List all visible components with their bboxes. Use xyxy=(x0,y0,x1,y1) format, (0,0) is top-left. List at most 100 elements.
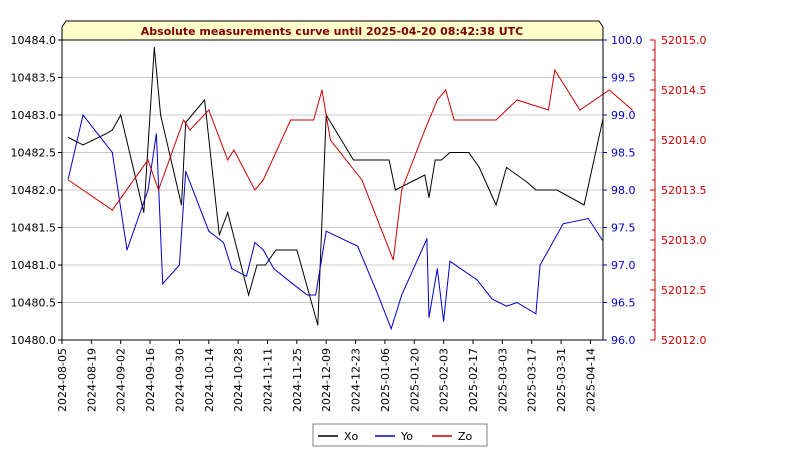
data-point-zo xyxy=(401,189,403,191)
data-point-yo xyxy=(254,242,256,243)
data-point-yo xyxy=(506,305,507,307)
data-point-xo xyxy=(449,152,451,153)
data-point-zo xyxy=(313,119,315,121)
data-point-xo xyxy=(535,189,537,191)
x-tick-label: 2024-09-30 xyxy=(173,348,186,412)
x-tick-label: 2025-04-14 xyxy=(584,348,597,412)
data-point-xo xyxy=(275,249,277,251)
y-tick-label-left: 10482.5 xyxy=(11,147,57,160)
data-point-yo xyxy=(535,313,537,315)
data-point-zo xyxy=(321,89,323,91)
data-point-yo xyxy=(516,302,518,303)
data-point-yo xyxy=(436,268,438,270)
y-tick-label-right-zo: 52013.0 xyxy=(661,234,707,247)
data-point-yo xyxy=(178,264,180,266)
data-point-xo xyxy=(434,159,436,161)
y-tick-label-right-zo: 52015.0 xyxy=(661,34,707,47)
data-point-xo xyxy=(296,249,298,251)
data-point-xo xyxy=(181,204,182,206)
x-tick-label: 2024-12-23 xyxy=(350,348,363,412)
data-point-yo xyxy=(325,230,327,232)
data-point-yo xyxy=(82,114,84,116)
data-point-xo xyxy=(111,129,113,131)
data-point-yo xyxy=(273,268,275,270)
data-point-zo xyxy=(183,119,185,121)
data-point-yo xyxy=(426,238,428,240)
data-point-yo xyxy=(428,317,430,318)
x-tick-label: 2025-02-17 xyxy=(467,348,480,412)
axis-x: 2024-08-05 2024-08-19 2024-09-02 2024-09-16… xyxy=(56,340,597,412)
data-point-yo xyxy=(562,223,564,225)
data-point-xo xyxy=(583,204,585,206)
x-tick-label: 2024-11-11 xyxy=(261,348,274,412)
data-point-yo xyxy=(390,328,392,330)
data-point-xo xyxy=(143,212,145,213)
data-point-zo xyxy=(208,109,210,111)
data-point-yo xyxy=(185,170,187,172)
data-point-xo xyxy=(67,137,69,138)
data-point-yo xyxy=(476,279,478,281)
data-point-zo xyxy=(495,119,497,121)
data-point-xo xyxy=(468,152,470,153)
y-tick-label-right-yo: 99.0 xyxy=(611,109,636,122)
data-point-zo xyxy=(262,179,264,181)
legend-box xyxy=(312,423,488,447)
series-line-zo xyxy=(68,68,633,261)
data-point-xo xyxy=(388,159,390,161)
data-point-yo xyxy=(126,249,128,251)
data-point-yo xyxy=(162,283,164,285)
x-tick-label: 2025-01-06 xyxy=(379,348,392,412)
data-point-zo xyxy=(329,139,331,141)
chart-title: Absolute measurements curve until 2025-0… xyxy=(141,25,523,38)
x-tick-label: 2025-02-03 xyxy=(438,348,451,412)
data-point-yo xyxy=(443,320,445,322)
series-line-yo xyxy=(67,113,604,331)
data-point-zo xyxy=(361,179,363,181)
y-tick-label-left: 10483.5 xyxy=(11,72,57,85)
data-point-yo xyxy=(246,275,247,277)
data-point-zo xyxy=(608,89,610,91)
data-point-xo xyxy=(160,114,162,116)
data-point-yo xyxy=(376,290,377,292)
x-tick-label: 2025-03-03 xyxy=(496,348,509,412)
data-point-xo xyxy=(120,114,122,116)
y-tick-label-right-zo: 52014.0 xyxy=(661,134,707,147)
y-tick-label-right-yo: 96.0 xyxy=(611,334,636,347)
data-point-xo xyxy=(256,264,258,266)
data-point-zo xyxy=(453,119,455,121)
data-point-xo xyxy=(248,294,250,296)
data-point-xo xyxy=(218,234,220,236)
legend-label-xo: Xo xyxy=(344,430,359,443)
data-point-xo xyxy=(227,212,229,213)
y-tick-label-left: 10483.0 xyxy=(11,109,57,122)
x-tick-label: 2024-09-16 xyxy=(144,348,157,412)
data-point-zo xyxy=(506,109,507,111)
x-tick-label: 2024-11-25 xyxy=(291,348,304,412)
data-point-zo xyxy=(290,119,292,121)
data-point-yo xyxy=(262,249,264,251)
data-point-zo xyxy=(554,69,556,71)
y-tick-label-right-zo: 52012.0 xyxy=(661,334,707,347)
axis-right-yo: 96.0 96.5 97.0 97.5 98.0 98.5 99.0 99.5 100.0 xyxy=(603,34,643,347)
data-point-xo xyxy=(264,264,266,266)
data-point-zo xyxy=(548,109,549,111)
data-point-zo xyxy=(516,99,518,101)
x-tick-label: 2024-12-09 xyxy=(320,348,333,412)
data-point-xo xyxy=(394,189,396,191)
data-point-xo xyxy=(527,182,528,183)
data-point-yo xyxy=(449,260,451,262)
data-point-xo xyxy=(204,99,206,101)
y-tick-label-right-yo: 100.0 xyxy=(611,34,643,47)
data-point-zo xyxy=(147,159,149,161)
axis-right-zo: 52012.0 52012.5 52013.0 52013.5 52014.0 52014… xyxy=(650,34,707,347)
data-point-xo xyxy=(506,167,507,168)
y-tick-label-right-zo: 52012.5 xyxy=(661,284,707,297)
data-point-yo xyxy=(357,245,359,247)
y-tick-label-right-yo: 97.0 xyxy=(611,259,636,272)
data-point-yo xyxy=(67,178,69,180)
y-tick-label-right-zo: 52014.5 xyxy=(661,84,707,97)
data-point-zo xyxy=(189,129,191,131)
grid xyxy=(62,77,603,303)
x-tick-label: 2025-03-31 xyxy=(555,348,568,412)
